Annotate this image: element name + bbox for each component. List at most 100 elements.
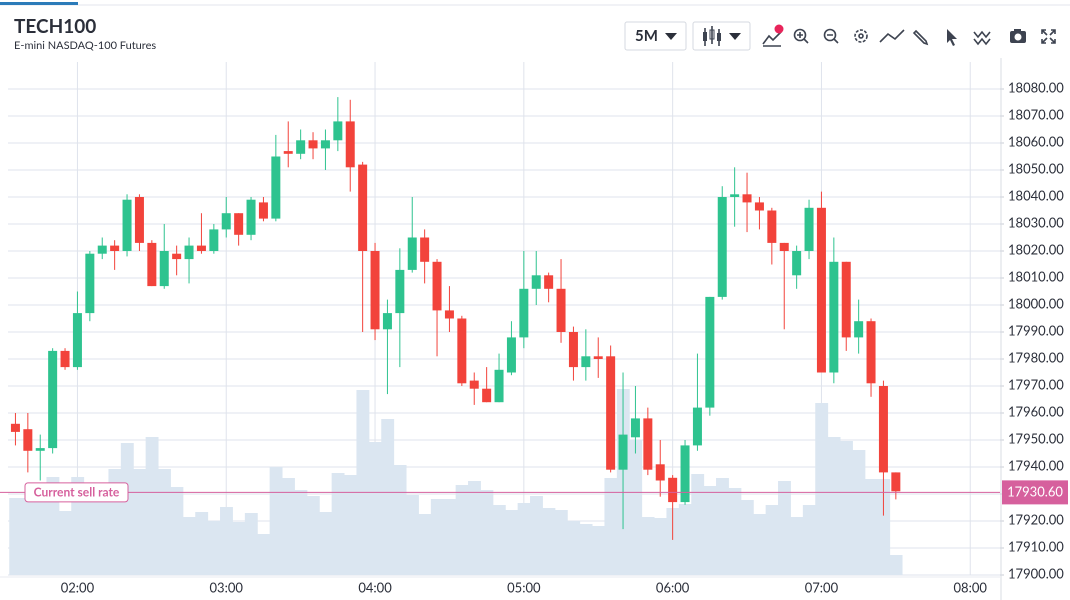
candle-body	[296, 140, 306, 154]
volume-bar	[592, 526, 605, 575]
cursor-button[interactable]	[947, 29, 957, 46]
candle-body	[643, 418, 653, 470]
volume-bar	[257, 534, 271, 575]
indicators-button[interactable]	[762, 24, 784, 47]
candle-body	[705, 296, 715, 408]
volume-bar	[889, 555, 903, 575]
volume-bar	[319, 512, 333, 575]
y-tick-label: 18050.00	[1008, 160, 1064, 176]
volume-bar	[654, 518, 667, 575]
candle-body	[159, 251, 169, 287]
volume-bar	[691, 474, 705, 575]
volume-bar	[145, 437, 159, 575]
y-tick-label: 17960.00	[1008, 403, 1064, 419]
dropdown-arrow[interactable]	[729, 33, 741, 40]
cursor-icon[interactable]	[947, 29, 957, 46]
candle-body	[779, 242, 789, 251]
candle-body	[10, 423, 20, 432]
volume-bar	[158, 469, 171, 575]
volume-bar	[331, 473, 345, 575]
y-tick-label: 18020.00	[1008, 241, 1064, 257]
volume-bar	[740, 500, 754, 575]
volume-bar	[542, 508, 556, 575]
volume-bar	[58, 511, 72, 575]
trendline-icon[interactable]	[879, 29, 905, 43]
instrument-title: TECH100	[14, 15, 96, 38]
candle-icon-body[interactable]	[717, 33, 721, 41]
zoom-icon[interactable]	[827, 34, 839, 44]
volume-bar	[83, 485, 97, 575]
settings-icon[interactable]	[858, 33, 864, 39]
volume-bar	[406, 495, 419, 575]
candle-body	[593, 356, 603, 359]
candle-body	[606, 356, 616, 470]
camera-icon[interactable]	[1014, 29, 1021, 32]
volume-bar	[864, 479, 878, 575]
volume-bar	[244, 513, 258, 575]
interval-box[interactable]	[624, 21, 687, 51]
settings-button[interactable]	[854, 29, 868, 43]
candle-body	[506, 337, 516, 373]
volume-bar	[430, 499, 444, 575]
candle-body	[854, 321, 864, 338]
volume-bar	[753, 514, 767, 575]
volume-bar	[455, 485, 469, 575]
candle-body	[345, 121, 355, 168]
candle-icon-body[interactable]	[709, 29, 715, 40]
volume-bar	[368, 442, 382, 575]
screenshot-button[interactable]	[1010, 29, 1026, 43]
volume-bar	[269, 467, 283, 575]
volume-bar	[182, 517, 196, 575]
interval-label[interactable]: 5M	[635, 27, 658, 45]
candle-body	[134, 197, 144, 243]
candle-body	[482, 388, 492, 403]
candle-body	[420, 237, 430, 262]
draw-button[interactable]	[912, 29, 929, 46]
volume-bar	[840, 441, 853, 575]
zoom-icon[interactable]	[823, 28, 837, 42]
patterns-button[interactable]	[973, 30, 991, 46]
zoom-out-button[interactable]	[823, 28, 839, 44]
pencil-icon[interactable]	[912, 29, 929, 46]
volume-bar	[815, 403, 829, 575]
candle-body	[196, 245, 206, 251]
active-tab[interactable]	[0, 2, 78, 5]
candle-body	[556, 288, 566, 332]
candle-body	[531, 275, 541, 289]
volume-bar	[554, 510, 568, 575]
x-tick-label: 04:00	[358, 579, 392, 595]
current-price-caption: Current sell rate	[34, 484, 120, 499]
zoom-icon[interactable]	[797, 32, 809, 44]
zoom-icon[interactable]	[793, 28, 807, 42]
trendline-button[interactable]	[879, 29, 905, 43]
patterns-icon[interactable]	[973, 30, 991, 46]
y-tick-label: 17990.00	[1008, 322, 1064, 338]
candle-body	[544, 275, 554, 289]
candle-body	[444, 310, 454, 319]
y-tick-label: 18080.00	[1008, 79, 1064, 95]
candle-icon-body[interactable]	[703, 32, 707, 41]
y-tick-label: 18010.00	[1008, 268, 1064, 284]
fullscreen-icon[interactable]	[1041, 29, 1056, 44]
y-tick-label: 18060.00	[1008, 133, 1064, 149]
candle-body	[866, 321, 876, 384]
candle-body	[618, 434, 628, 470]
chart-type-box[interactable]	[692, 21, 751, 51]
volume-bar	[195, 512, 209, 575]
zoom-in-button[interactable]	[793, 28, 809, 44]
camera-icon[interactable]	[1014, 33, 1022, 41]
dropdown-arrow[interactable]	[665, 33, 677, 40]
candle-body	[568, 332, 578, 368]
chart-type-button[interactable]	[692, 21, 751, 51]
fullscreen-button[interactable]	[1041, 29, 1056, 44]
candle-body	[358, 164, 368, 251]
interval-button[interactable]: 5M	[624, 21, 687, 51]
indicators-icon[interactable]	[762, 31, 782, 47]
settings-icon[interactable]	[854, 29, 868, 43]
candle-body	[767, 210, 777, 243]
volume-bar	[641, 517, 655, 575]
candle-body	[692, 407, 702, 446]
y-tick-label: 17940.00	[1008, 457, 1064, 473]
volume-bar	[393, 465, 407, 575]
volume-bar	[306, 496, 320, 575]
